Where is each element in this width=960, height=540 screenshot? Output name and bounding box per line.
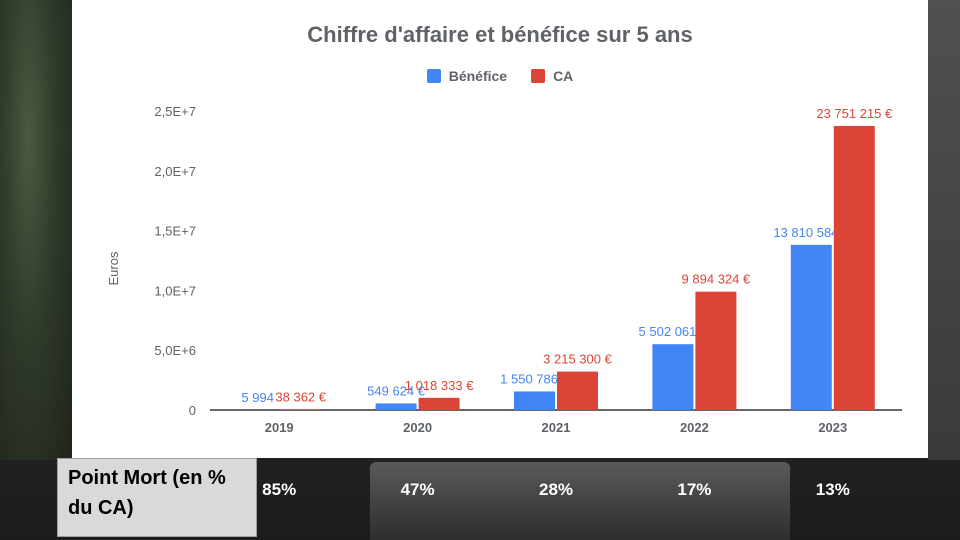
bar-benefice-2023 bbox=[790, 244, 832, 410]
bar-benefice-2022 bbox=[652, 344, 694, 410]
data-label-ca-2019: 38 362 € bbox=[275, 390, 326, 405]
data-label-benefice-2019: 5 994 bbox=[241, 390, 274, 405]
bar-benefice-2021 bbox=[514, 391, 555, 410]
data-label-benefice-2021: 1 550 786 € bbox=[500, 371, 569, 386]
x-tick-label: 2021 bbox=[542, 420, 571, 435]
y-tick-label: 0 bbox=[189, 403, 196, 418]
bar-ca-2020 bbox=[418, 397, 460, 410]
data-label-benefice-2020: 549 624 € bbox=[367, 383, 426, 398]
break-even-value-2020: 47% bbox=[400, 480, 435, 499]
data-label-ca-2022: 9 894 324 € bbox=[682, 272, 751, 287]
background-laptop bbox=[370, 462, 790, 540]
y-tick-label: 1,0E+7 bbox=[154, 283, 196, 298]
bar-chart-plot: 0 5,0E+6 1,0E+7 1,5E+7 2,0E+7 2,5E+7 Euros 5 99… bbox=[106, 104, 902, 435]
break-even-value-2023: 13% bbox=[815, 480, 850, 499]
data-label-ca-2021: 3 215 300 € bbox=[543, 352, 612, 367]
bar-ca-2023 bbox=[833, 125, 875, 410]
y-axis-title: Euros bbox=[106, 251, 121, 285]
x-tick-label: 2022 bbox=[680, 420, 709, 435]
x-tick-label: 2020 bbox=[403, 420, 432, 435]
data-label-benefice-2023: 13 810 584 € bbox=[773, 225, 850, 240]
bar-benefice-2020 bbox=[375, 403, 417, 410]
background-plant bbox=[0, 0, 72, 460]
break-even-label: Point Mort (en % du CA) bbox=[57, 458, 257, 537]
legend-swatch-ca bbox=[531, 69, 546, 83]
break-even-value-2019: 85% bbox=[262, 480, 297, 499]
chart-title: Chiffre d'affaire et bénéfice sur 5 ans bbox=[307, 22, 693, 47]
y-tick-label: 2,5E+7 bbox=[154, 104, 196, 119]
bar-ca-2022 bbox=[695, 291, 737, 410]
legend-label-benefice: Bénéfice bbox=[448, 68, 508, 84]
y-tick-label: 1,5E+7 bbox=[154, 224, 196, 239]
y-tick-label: 5,0E+6 bbox=[154, 343, 196, 358]
legend-label-ca: CA bbox=[553, 68, 574, 84]
chart-card: Chiffre d'affaire et bénéfice sur 5 ans … bbox=[72, 0, 928, 458]
x-tick-label: 2023 bbox=[818, 420, 847, 435]
legend-item-ca: CA bbox=[531, 68, 573, 84]
background-edge bbox=[928, 0, 960, 460]
legend-swatch-benefice bbox=[426, 69, 441, 83]
chart-legend: Bénéfice CA bbox=[72, 68, 928, 84]
break-even-value-2021: 28% bbox=[538, 480, 574, 499]
legend-item-benefice: Bénéfice bbox=[426, 68, 508, 84]
data-label-benefice-2022: 5 502 061 € bbox=[639, 324, 708, 339]
break-even-value-2022: 17% bbox=[677, 480, 712, 499]
bar-ca-2021 bbox=[557, 371, 598, 410]
data-label-ca-2020: 1 018 333 € bbox=[405, 378, 474, 393]
x-tick-label: 2019 bbox=[265, 420, 294, 435]
y-tick-label: 2,0E+7 bbox=[154, 164, 196, 179]
data-label-ca-2023: 23 751 215 € bbox=[816, 106, 893, 121]
